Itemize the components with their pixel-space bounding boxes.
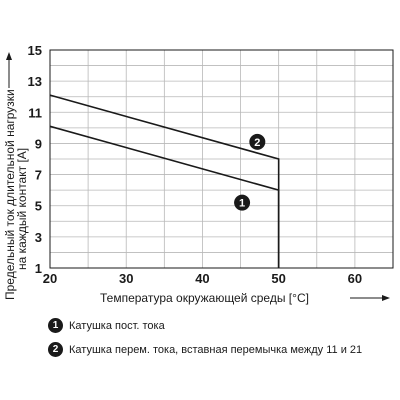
series-marker-circle — [249, 133, 266, 150]
x-axis-arrow-head-icon — [382, 295, 390, 301]
y-tick-label: 7 — [35, 168, 42, 183]
y-tick-label: 15 — [28, 43, 42, 58]
y-tick-label: 13 — [28, 74, 42, 89]
y-axis-arrow-head-icon — [6, 52, 12, 60]
x-tick-label: 30 — [119, 271, 133, 286]
x-axis-label: Температура окружающей среды [°C] — [100, 291, 309, 305]
series-marker-label: 1 — [239, 198, 245, 210]
y-tick-label: 9 — [35, 136, 42, 151]
y-tick-label: 11 — [28, 105, 42, 120]
series-marker-2: 2 — [249, 133, 266, 150]
plot-frame — [49, 49, 394, 269]
y-tick-label: 3 — [35, 230, 42, 245]
y-axis-label-line-1: Предельный ток длительной нагрузки — [3, 89, 17, 300]
x-tick-label: 50 — [271, 271, 285, 286]
y-axis-label-line-2: на каждый контакт [A] — [15, 148, 29, 270]
legend-item-1: 1 Катушка пост. тока — [48, 318, 165, 333]
x-tick-label: 20 — [43, 271, 57, 286]
legend-item-2: 2 Катушка перем. тока, вставная перемычк… — [48, 342, 362, 357]
series-1-badge-icon: 1 — [48, 318, 63, 333]
series-marker-label: 2 — [254, 137, 260, 149]
legend-label-1: Катушка пост. тока — [69, 319, 165, 332]
y-tick-label: 1 — [35, 261, 42, 276]
series-line-2 — [49, 94, 280, 268]
x-tick-label: 40 — [195, 271, 209, 286]
series-marker-circle — [234, 194, 251, 211]
series-2-badge-icon: 2 — [48, 342, 63, 357]
x-tick-label: 60 — [348, 271, 362, 286]
series-marker-1: 1 — [234, 194, 251, 211]
y-tick-label: 5 — [35, 199, 42, 214]
legend-label-2: Катушка перем. тока, вставная перемычка … — [69, 343, 363, 356]
